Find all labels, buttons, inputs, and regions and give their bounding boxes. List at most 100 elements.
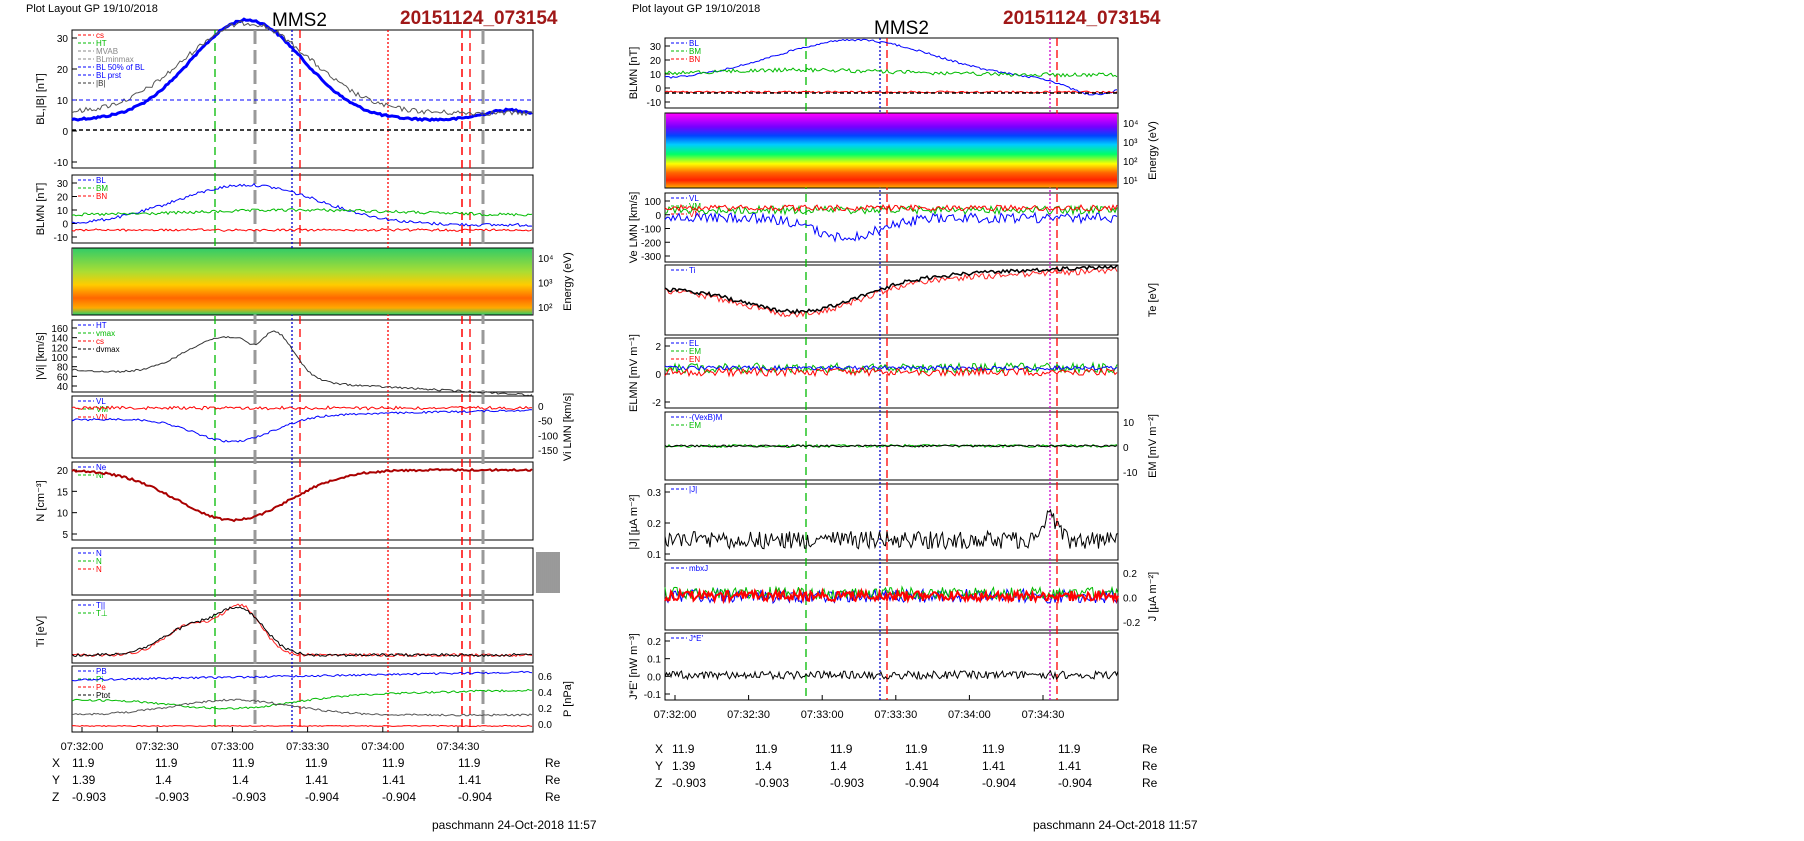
right-ytick-4-0: 2 <box>655 342 661 353</box>
left-coord-value: 11.9 <box>458 756 481 770</box>
left-vl-curve <box>71 405 533 411</box>
left-coord-unit: Re <box>545 756 561 770</box>
right-ytick-right-7-1: 0.0 <box>1123 594 1137 605</box>
right-ytick-2-1: 0 <box>655 211 661 222</box>
right-event-id: 20151124_073154 <box>1003 8 1161 29</box>
left-blmn-bl <box>71 182 533 228</box>
right-ytick-8-2: 0.0 <box>647 672 661 683</box>
right-legend-7-0: mbxJ <box>689 564 708 573</box>
right-ytick-0-0: 30 <box>650 42 662 53</box>
right-coord-value: -0.904 <box>905 776 940 790</box>
right-ylabel-right-1: Energy (eV) <box>1147 121 1159 180</box>
left-legend-3-3: dvmax <box>96 345 120 354</box>
right-ylabel-right-7: J [µA m⁻²] <box>1147 572 1159 621</box>
right-coord-value: 11.9 <box>755 742 778 756</box>
left-spacecraft-title: MMS2 <box>272 10 327 31</box>
left-legend-4-1: VM <box>96 405 108 414</box>
left-ylabel-0: BL,|B| [nT] <box>35 73 47 125</box>
left-ytick-right-8-3: 0.0 <box>538 720 552 731</box>
left-coord-label-x: X <box>52 756 61 770</box>
right-layout-header: Plot layout GP 19/10/2018 <box>632 3 761 15</box>
right-coord-label-y: Y <box>655 759 664 773</box>
left-coord-value: -0.904 <box>382 790 417 804</box>
right-bl-curve <box>664 38 1118 96</box>
left-ytick-0-3: 0 <box>62 127 68 138</box>
left-legend-0-2: MVAB <box>96 47 118 56</box>
left-time-tick-2: 07:33:00 <box>211 741 254 753</box>
left-time-tick-5: 07:34:30 <box>437 741 480 753</box>
right-legend-4-2: EN <box>689 355 700 364</box>
right-legend-2-2: VN <box>689 210 700 219</box>
right-ytick-right-1-1: 10³ <box>1123 138 1138 149</box>
left-density-curve <box>71 467 533 523</box>
left-tperp-curve <box>71 606 533 658</box>
right-time-tick-0: 07:32:00 <box>654 709 697 721</box>
left-ytick-right-2-0: 10⁴ <box>538 254 553 265</box>
left-legend-0-0: cs <box>96 31 104 40</box>
left-ytick-1-2: 10 <box>57 206 69 217</box>
right-coord-value: 11.9 <box>830 742 853 756</box>
left-coord-value: -0.903 <box>232 790 267 804</box>
right-ylabel-2: Ve LMN [km/s] <box>628 192 640 264</box>
right-je-curve <box>664 669 1119 681</box>
right-coord-value: 11.9 <box>672 742 695 756</box>
left-event-id: 20151124_073154 <box>400 8 558 29</box>
right-ve-vl-curve <box>664 203 1118 212</box>
right-panel-frame-0 <box>664 37 1119 109</box>
left-coord-value: 1.4 <box>232 773 249 787</box>
right-ytick-8-0: 0.2 <box>647 637 661 648</box>
left-coord-value: -0.903 <box>155 790 190 804</box>
right-ytick-right-7-2: -0.2 <box>1123 618 1141 629</box>
right-time-tick-1: 07:32:30 <box>727 709 770 721</box>
left-legend-0-4: BL 50% of BL <box>96 63 145 72</box>
right-panel-frame-8 <box>664 632 1119 701</box>
left-coord-value: 11.9 <box>305 756 328 770</box>
left-ytick-0-0: 30 <box>57 34 69 45</box>
right-panel-frame-2 <box>664 192 1119 263</box>
left-coord-label-z: Z <box>52 790 60 804</box>
right-ytick-right-1-2: 10² <box>1123 157 1138 168</box>
left-coord-unit: Re <box>545 773 561 787</box>
right-spectrogram <box>666 113 1117 188</box>
right-coord-value: 1.41 <box>905 759 929 773</box>
right-ytick-0-4: -10 <box>647 98 662 109</box>
left-panel-frame-7 <box>71 599 534 664</box>
right-ytick-4-1: 0 <box>655 370 661 381</box>
left-legend-6-2: N <box>96 565 102 574</box>
left-panel-frame-0 <box>71 29 534 169</box>
right-time-tick-4: 07:34:00 <box>948 709 991 721</box>
right-ytick-8-1: 0.1 <box>647 655 661 666</box>
right-coord-value: 1.41 <box>1058 759 1082 773</box>
left-ytick-1-1: 20 <box>57 193 69 204</box>
right-ytick-right-1-0: 10⁴ <box>1123 119 1138 130</box>
right-ytick-right-7-0: 0.2 <box>1123 569 1137 580</box>
left-ytick-right-8-1: 0.4 <box>538 688 552 699</box>
left-coord-value: -0.903 <box>72 790 107 804</box>
left-layout-header: Plot Layout GP 19/10/2018 <box>26 3 158 15</box>
left-legend-0-6: |B| <box>96 79 106 88</box>
right-ytick-right-5-0: 10 <box>1123 418 1135 429</box>
right-coord-unit: Re <box>1142 742 1158 756</box>
left-ylabel-1: BLMN [nT] <box>35 183 47 236</box>
right-spacecraft-title: MMS2 <box>874 18 929 39</box>
left-ytick-3-6: 40 <box>57 382 69 393</box>
left-coord-value: 11.9 <box>155 756 178 770</box>
right-panel-frame-1 <box>664 112 1119 189</box>
left-ytick-3-5: 60 <box>57 372 69 383</box>
left-legend-5-1: Ni <box>96 471 104 480</box>
right-coord-value: -0.903 <box>672 776 707 790</box>
left-coord-value: 11.9 <box>382 756 405 770</box>
right-jr-curve <box>664 587 1119 605</box>
left-ytick-right-4-3: -150 <box>538 446 558 457</box>
left-legend-1-0: BL <box>96 176 106 185</box>
left-ytick-3-4: 80 <box>57 363 69 374</box>
left-time-tick-0: 07:32:00 <box>61 741 104 753</box>
left-ytick-1-4: -10 <box>54 233 69 244</box>
right-panel-frame-4 <box>664 337 1119 409</box>
right-legend-4-0: EL <box>689 339 699 348</box>
left-time-tick-4: 07:34:00 <box>361 741 404 753</box>
left-ytick-3-1: 140 <box>51 334 68 345</box>
right-ytick-6-2: 0.1 <box>647 550 661 561</box>
right-e-el-curve <box>664 365 1118 371</box>
